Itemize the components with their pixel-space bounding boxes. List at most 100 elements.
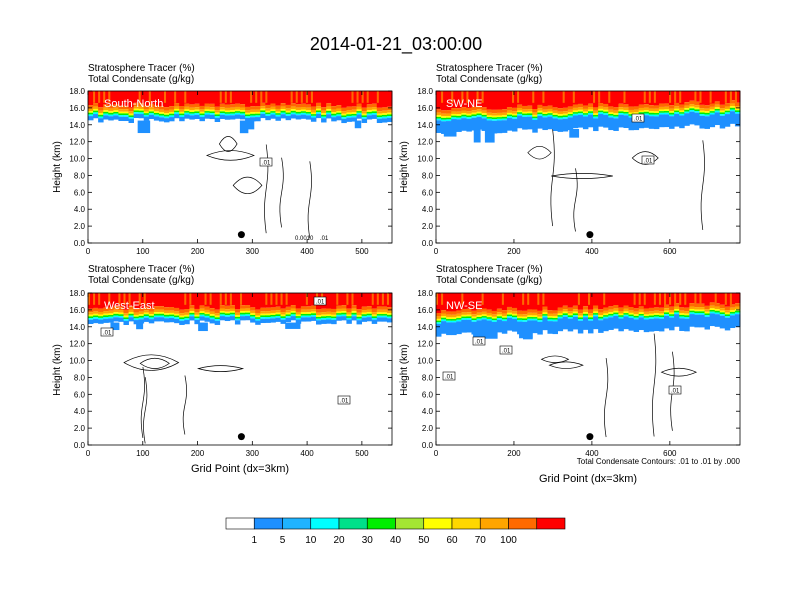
- tracer-cell: [280, 106, 286, 110]
- tracer-cell: [734, 91, 737, 103]
- tracer-cell: [240, 115, 246, 120]
- tracer-cell: [214, 309, 221, 314]
- tracer-cell: [593, 118, 599, 132]
- tracer-cell: [295, 319, 302, 324]
- tracer-cell: [532, 119, 538, 133]
- tracer-cell: [219, 114, 226, 119]
- tracer-cell: [491, 119, 498, 121]
- tracer-cell: [371, 114, 378, 119]
- x-tick-label: 200: [191, 449, 205, 458]
- tracer-cell: [664, 310, 670, 313]
- tracer-cell: [143, 314, 150, 317]
- tracer-cell: [376, 91, 379, 103]
- tracer-cell: [356, 316, 362, 319]
- tracer-cell: [679, 112, 685, 114]
- tracer-cell: [441, 116, 447, 118]
- tracer-cell: [441, 117, 447, 120]
- tracer-cell: [164, 110, 170, 114]
- tracer-cell: [446, 117, 452, 120]
- tracer-cell: [506, 316, 513, 318]
- y-axis-label: Height (km): [52, 141, 63, 193]
- tracer-cell: [674, 309, 680, 311]
- tracer-cell: [88, 314, 94, 317]
- tracer-cell: [734, 303, 741, 307]
- y-tick-label: 0.0: [422, 239, 434, 248]
- tracer-cell: [98, 293, 104, 309]
- tracer-cell: [158, 317, 165, 322]
- tracer-cell: [476, 293, 482, 310]
- tracer-cell: [446, 91, 452, 111]
- tracer-cell: [194, 316, 200, 319]
- tracer-cell: [729, 313, 736, 316]
- tracer-cell: [456, 108, 462, 112]
- tracer-cell: [461, 318, 467, 320]
- tracer-cell: [138, 106, 145, 109]
- tracer-cell: [361, 314, 368, 316]
- tracer-cell: [189, 312, 195, 315]
- tracer-cell: [148, 91, 151, 103]
- tracer-cell: [386, 313, 393, 315]
- tracer-cell: [542, 293, 548, 307]
- tracer-cell: [250, 91, 256, 107]
- tracer-cell: [255, 117, 261, 122]
- tracer-cell: [608, 309, 614, 313]
- tracer-cell: [158, 315, 165, 318]
- tracer-cell: [684, 91, 690, 103]
- tracer-cell: [88, 318, 94, 320]
- tracer-cell: [250, 117, 256, 122]
- tracer-cell: [658, 315, 665, 318]
- x-tick-label: 100: [136, 449, 150, 458]
- tracer-cell: [356, 315, 362, 317]
- tracer-cell: [270, 310, 276, 314]
- tracer-cell: [537, 316, 543, 319]
- tracer-cell: [224, 91, 227, 103]
- tracer-cell: [336, 305, 342, 309]
- colorbar-label: 70: [475, 535, 487, 546]
- tracer-cell: [113, 107, 119, 111]
- tracer-cell: [214, 117, 221, 122]
- tracer-cell: [643, 308, 650, 312]
- tracer-cell: [381, 309, 388, 313]
- tracer-cell: [567, 106, 574, 110]
- tracer-cell: [194, 318, 200, 320]
- tracer-cell: [285, 112, 292, 115]
- tracer-cell: [346, 316, 352, 318]
- tracer-cell: [719, 91, 726, 105]
- tracer-cell: [618, 107, 624, 110]
- tracer-cell: [658, 103, 665, 107]
- tracer-cell: [361, 317, 368, 322]
- tracer-cell: [567, 317, 574, 319]
- tracer-cell: [250, 314, 256, 317]
- tracer-cell: [633, 314, 640, 316]
- tracer-cell: [351, 311, 357, 313]
- tracer-cell: [689, 106, 695, 109]
- tracer-cell: [381, 293, 384, 305]
- tracer-cell: [527, 315, 533, 318]
- tracer-cell: [143, 108, 150, 112]
- tracer-cell: [598, 312, 604, 316]
- tracer-cell: [481, 113, 488, 115]
- tracer-cell: [148, 311, 155, 315]
- tracer-cell: [638, 314, 645, 316]
- tracer-cell: [501, 112, 508, 116]
- tracer-cell: [598, 114, 604, 127]
- tracer-cell: [123, 105, 129, 110]
- tracer-cell: [305, 112, 312, 114]
- tracer-cell: [658, 307, 665, 312]
- tracer-cell: [316, 112, 322, 114]
- tracer-cell: [98, 317, 104, 320]
- tracer-cell: [734, 312, 741, 315]
- tracer-cell: [356, 111, 362, 113]
- tracer-cell: [103, 317, 109, 319]
- tracer-cell: [153, 293, 160, 307]
- tracer-cell: [118, 312, 124, 315]
- tracer-cell: [724, 312, 731, 315]
- condensate-contour: [550, 129, 555, 227]
- tracer-cell: [547, 321, 553, 334]
- tracer-cell: [386, 114, 393, 117]
- tracer-cell: [491, 316, 498, 319]
- tracer-cell: [537, 293, 543, 311]
- tracer-cell: [674, 91, 677, 103]
- tracer-cell: [88, 111, 94, 113]
- tracer-cell: [456, 117, 462, 120]
